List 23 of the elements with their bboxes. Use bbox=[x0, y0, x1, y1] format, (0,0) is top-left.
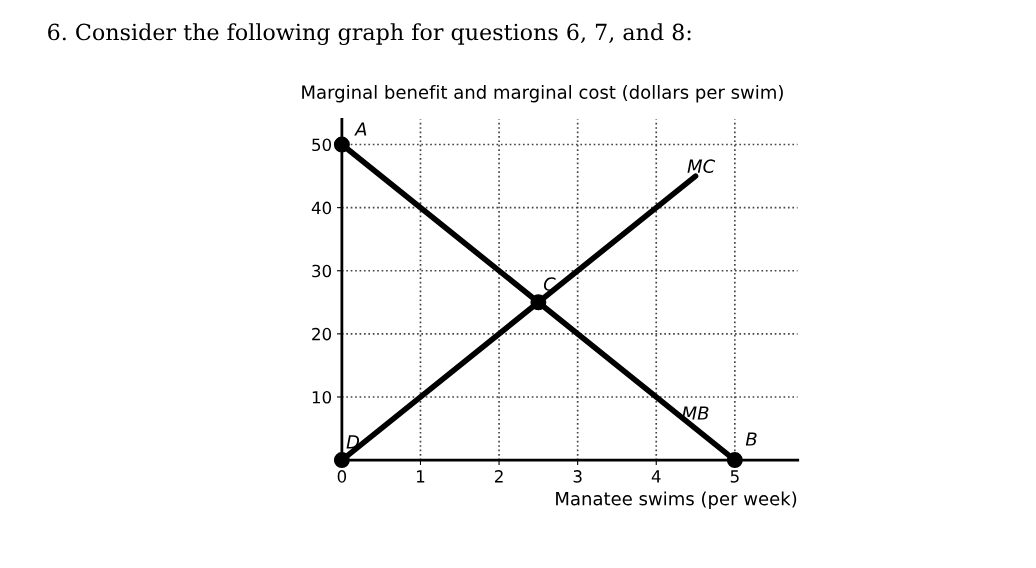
annotation: MB bbox=[682, 406, 709, 420]
y-tick-label: 30 bbox=[312, 264, 332, 278]
point bbox=[530, 294, 547, 311]
x-tick-label: 3 bbox=[573, 470, 582, 483]
annotation: B bbox=[745, 432, 757, 446]
x-tick-label: 1 bbox=[417, 470, 425, 483]
annotation: MC bbox=[687, 159, 716, 173]
x-tick-label: 5 bbox=[730, 470, 739, 483]
y-tick-label: 10 bbox=[312, 390, 332, 404]
point bbox=[333, 452, 350, 469]
y-tick-label: 40 bbox=[311, 201, 332, 215]
chart-title: 6. Consider the following graph for questions 6, 7, and 8: bbox=[48, 23, 691, 45]
point bbox=[726, 452, 743, 469]
x-tick-label: 4 bbox=[651, 470, 661, 483]
x-tick-label: 0 bbox=[337, 470, 347, 483]
point bbox=[333, 136, 350, 153]
y-axis-title: Marginal benefit and marginal cost (dollars per swim) bbox=[302, 84, 783, 103]
y-tick-label: 20 bbox=[312, 327, 332, 341]
x-tick-label: 2 bbox=[494, 470, 503, 483]
annotation: D bbox=[346, 435, 360, 449]
x-axis-title: Manatee swims (per week) bbox=[556, 491, 797, 509]
y-tick-label: 50 bbox=[312, 138, 332, 152]
annotation: A bbox=[354, 122, 367, 136]
